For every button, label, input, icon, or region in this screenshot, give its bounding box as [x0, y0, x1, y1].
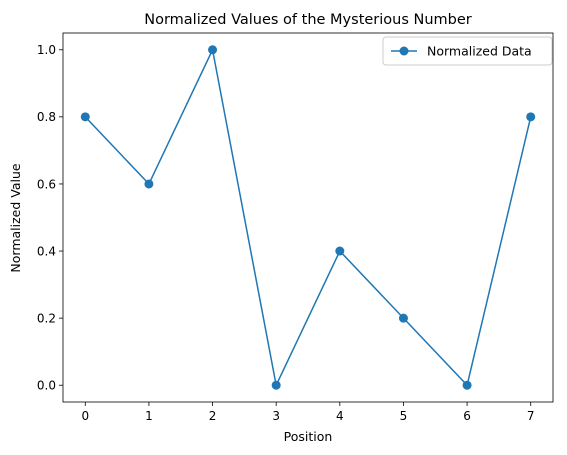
data-point: [526, 112, 536, 122]
x-tick-label: 0: [81, 409, 89, 423]
legend: Normalized Data: [382, 36, 553, 66]
y-tick-label: 0.0: [37, 379, 56, 393]
data-point: [208, 45, 218, 55]
y-tick-label: 0.4: [37, 244, 56, 258]
x-tick-label: 5: [400, 409, 408, 423]
legend-point-marker: [399, 46, 409, 56]
y-tick-label: 0.6: [37, 177, 56, 191]
x-tick-label: 2: [209, 409, 217, 423]
y-tick-label: 0.8: [37, 110, 56, 124]
axes-frame: [62, 32, 554, 403]
x-axis-label: Position: [284, 429, 333, 444]
x-tick-label: 1: [145, 409, 153, 423]
legend-box: [382, 36, 553, 66]
series-line: [84, 47, 532, 388]
x-axis-ticks: 0 1 2 3 4 5 6 7: [81, 402, 535, 423]
x-tick-label: 4: [336, 409, 344, 423]
data-point: [144, 179, 154, 189]
series-layer: [80, 45, 536, 390]
y-tick-label: 1.0: [37, 43, 56, 57]
x-tick-label: 7: [527, 409, 535, 423]
data-point: [80, 112, 90, 122]
data-point: [462, 380, 472, 390]
data-point: [398, 313, 408, 323]
legend-entry-normalized-data: Normalized Data: [427, 44, 532, 59]
plot-area: 0 1 2 3 4 5 6 7 0.0 0.2 0.4 0.6 0.8 1.0: [37, 32, 554, 423]
y-axis-ticks: 0.0 0.2 0.4 0.6 0.8 1.0: [37, 43, 63, 393]
y-axis-label: Normalized Value: [8, 163, 23, 272]
x-tick-label: 6: [463, 409, 471, 423]
data-point: [271, 380, 281, 390]
y-tick-label: 0.2: [37, 311, 56, 325]
data-point: [335, 246, 345, 256]
chart-title: Normalized Values of the Mysterious Numb…: [144, 12, 472, 28]
x-tick-label: 3: [272, 409, 280, 423]
